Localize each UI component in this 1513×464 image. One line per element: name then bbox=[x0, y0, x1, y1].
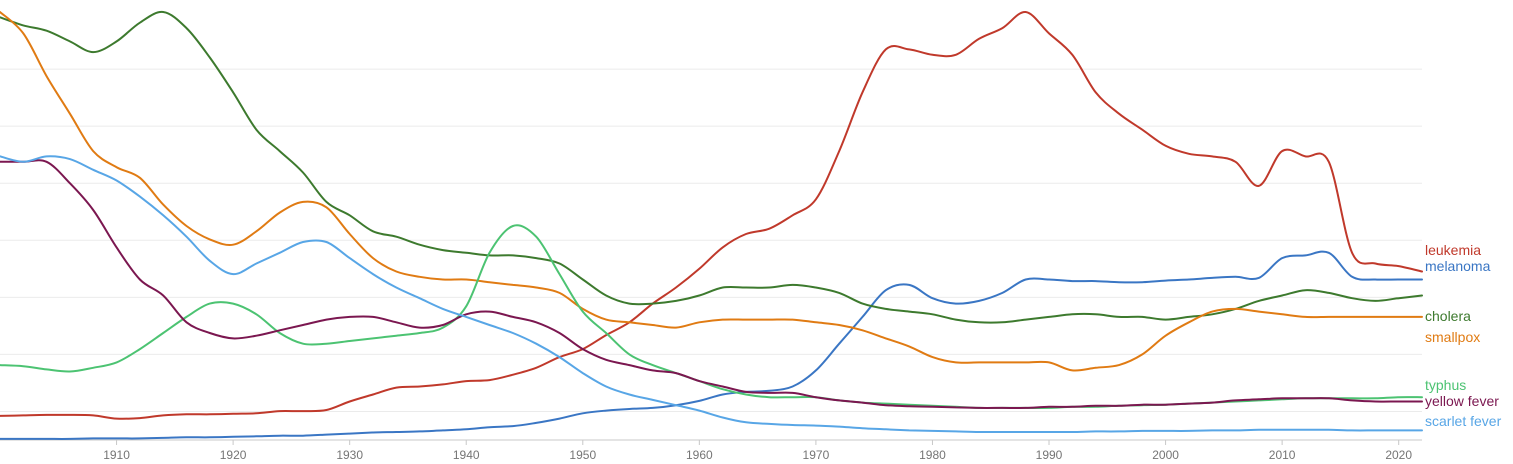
x-tick-label: 1950 bbox=[569, 448, 596, 462]
series-line-typhus[interactable] bbox=[0, 224, 1423, 409]
x-tick-label: 1910 bbox=[103, 448, 130, 462]
x-tick-label: 1940 bbox=[453, 448, 480, 462]
horizontal-gridlines bbox=[0, 68, 1422, 412]
series-label-melanoma[interactable]: melanoma bbox=[1425, 258, 1491, 274]
series-label-yellow-fever[interactable]: yellow fever bbox=[1425, 393, 1499, 409]
series-lines bbox=[0, 10, 1423, 440]
x-axis: 1910 1920 1930 1940 1950 1960 1970 1980 1990 2000… bbox=[0, 439, 1422, 462]
x-tick-label: 2020 bbox=[1385, 448, 1412, 462]
series-label-smallpox[interactable]: smallpox bbox=[1425, 329, 1480, 345]
series-label-scarlet-fever[interactable]: scarlet fever bbox=[1425, 413, 1502, 429]
series-line-scarlet-fever[interactable] bbox=[0, 155, 1423, 434]
series-label-cholera[interactable]: cholera bbox=[1425, 308, 1471, 324]
x-tick-label: 1960 bbox=[686, 448, 713, 462]
x-tick-label: 1920 bbox=[220, 448, 247, 462]
series-line-leukemia[interactable] bbox=[0, 11, 1423, 420]
x-tick-label: 2000 bbox=[1152, 448, 1179, 462]
series-line-yellow-fever[interactable] bbox=[0, 159, 1423, 409]
series-line-melanoma[interactable] bbox=[0, 250, 1423, 440]
series-label-typhus[interactable]: typhus bbox=[1425, 377, 1466, 393]
series-line-smallpox[interactable] bbox=[0, 11, 1423, 372]
series-label-leukemia[interactable]: leukemia bbox=[1425, 242, 1481, 258]
x-tick-label: 1980 bbox=[919, 448, 946, 462]
x-tick-label: 2010 bbox=[1269, 448, 1296, 462]
x-tick-label: 1990 bbox=[1036, 448, 1063, 462]
x-tick-label: 1930 bbox=[336, 448, 363, 462]
x-tick-label: 1970 bbox=[803, 448, 830, 462]
series-line-cholera[interactable] bbox=[0, 10, 1423, 324]
